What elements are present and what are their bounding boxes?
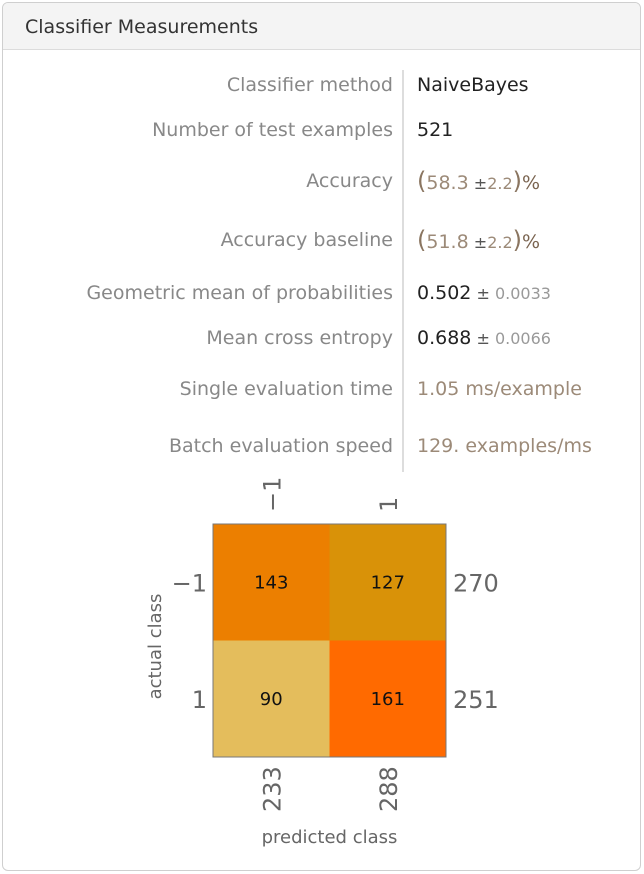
row-total: 251 [453,686,499,714]
measure-value: 1.05 ms/example [417,378,582,400]
row-total: 270 [453,569,499,597]
measure-value: (58.3 ±2.2)% [417,167,540,195]
error-text: 2.2 [487,174,513,193]
unit: ms/example [465,378,582,400]
panel-header: Classifier Measurements [3,3,640,50]
matrix-cell [213,524,330,641]
column-class-label: 1 [375,497,403,512]
value-text: NaiveBayes [417,74,529,96]
error-text: 0.0066 [494,329,551,348]
matrix-cell [213,640,330,757]
value-text: 0.502 [417,282,472,304]
matrix-cell [329,524,446,641]
value-text: 521 [417,119,454,141]
pm-sign: ± [468,174,488,193]
value-text: 0.688 [417,327,472,349]
paren: ) [512,167,523,195]
measure-label: Single evaluation time [179,378,393,400]
measure-label: Accuracy [306,170,393,192]
paren: ( [417,167,427,195]
measure-value: NaiveBayes [417,74,529,96]
measure-label: Accuracy baseline [220,229,393,251]
unit: examples/ms [465,435,592,457]
value-text: 129. [417,435,466,457]
value-text: 58.3 [426,172,469,194]
cell-value: 90 [260,689,283,710]
value-text: 51.8 [426,231,469,253]
unit: % [522,231,541,253]
paren: ) [512,226,523,254]
measure-label: Mean cross entropy [206,327,393,349]
measure-value: 129. examples/ms [417,435,592,457]
error-text: 0.0033 [494,284,551,303]
cell-value: 127 [371,572,405,593]
measure-label: Number of test examples [152,119,393,141]
column-total: 288 [375,766,403,812]
row-class-label: −1 [172,569,207,597]
y-axis-label: actual class [145,594,166,700]
error-text: 2.2 [487,233,513,252]
cell-value: 161 [371,689,405,710]
measure-value: 0.688 ± 0.0066 [417,327,551,349]
matrix-cell [329,640,446,757]
pm-sign: ± [468,233,488,252]
measure-value: 521 [417,119,453,141]
measure-value: (51.8 ±2.2)% [417,226,540,254]
value-text: 1.05 [417,378,466,400]
column-divider [402,70,404,472]
column-class-label: −1 [258,477,286,512]
x-axis-label: predicted class [262,827,398,848]
cell-value: 143 [254,572,288,593]
measure-label: Classifier method [226,74,393,96]
unit: % [522,172,541,194]
measure-value: 0.502 ± 0.0033 [417,282,551,304]
measure-label: Geometric mean of probabilities [86,282,393,304]
pm-sign: ± [471,284,495,303]
column-total: 233 [258,766,286,812]
measure-label: Batch evaluation speed [168,435,393,457]
row-class-label: 1 [192,686,207,714]
paren: ( [417,226,427,254]
pm-sign: ± [471,329,495,348]
matrix-frame [212,523,447,758]
panel-title: Classifier Measurements [25,16,259,38]
